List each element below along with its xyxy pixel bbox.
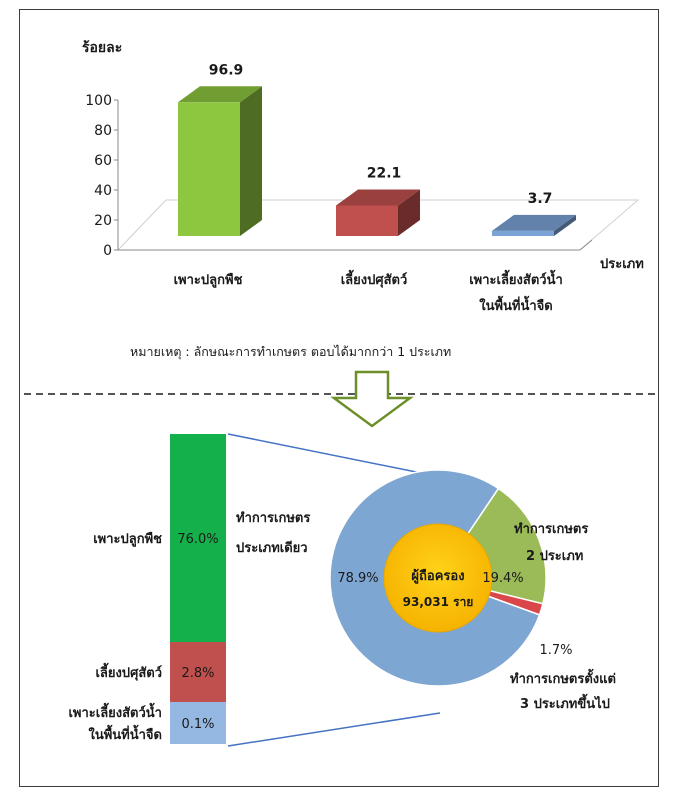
pie-center-label-line1: ผู้ถือครอง [411, 568, 464, 584]
pie-slice-label-single: 78.9% [337, 571, 378, 586]
pie-legend-two-types-line2: 2 ประเภท [526, 549, 583, 564]
category-label: เพาะเลี้ยงสัตว์น้ำ [469, 269, 563, 288]
y-axis-title: ร้อยละ [82, 40, 122, 56]
connector-top [227, 433, 437, 477]
pie-slice-label-two-types: 19.4% [482, 571, 523, 586]
stacked-category-label: เพาะเลี้ยงสัตว์น้ำ [68, 702, 162, 721]
y-tick-label: 100 [85, 93, 112, 109]
pie-legend-two-types-line1: ทำการเกษตร [514, 521, 588, 537]
bar-value-labels: 96.9 22.1 3.7 [209, 62, 553, 207]
stacked-value-label: 2.8% [181, 666, 214, 681]
pie-center-label-line2: 93,031 ราย [403, 595, 474, 609]
bar [178, 86, 262, 236]
x-axis-title: ประเภท [600, 257, 644, 272]
bar-value-label: 96.9 [209, 62, 244, 78]
y-tick-label: 80 [94, 123, 112, 139]
footnote: หมายเหตุ : ลักษณะการทำเกษตร ตอบได้มากกว่… [130, 344, 451, 360]
stacked-bar-labels: 76.0% เพาะปลูกพืช 2.8% เลี้ยงปศุสัตว์ 0.1% เพ… [68, 531, 218, 743]
category-label: เพาะปลูกพืช [174, 272, 243, 288]
stacked-category-label: เพาะปลูกพืช [93, 531, 162, 547]
category-label: เลี้ยงปศุสัตว์ [341, 269, 408, 288]
stacked-value-label: 0.1% [181, 717, 214, 732]
y-tick-label: 0 [103, 243, 112, 259]
stacked-bar-chart: 76.0% เพาะปลูกพืช 2.8% เลี้ยงปศุสัตว์ 0.1% เพ… [68, 434, 310, 744]
bar [492, 214, 576, 236]
y-tick-label: 60 [94, 153, 112, 169]
bar-value-label: 3.7 [528, 191, 553, 207]
pie-chart: ผู้ถือครอง 93,031 ราย 78.9% 19.4% 1.7% ท… [329, 469, 616, 712]
stacked-category-label: เลี้ยงปศุสัตว์ [95, 662, 162, 681]
connector-bottom [227, 712, 441, 747]
stack-title-line1: ทำการเกษตร [236, 510, 310, 526]
category-labels: เพาะปลูกพืช เลี้ยงปศุสัตว์ เพาะเลี้ยงสัตว์… [174, 269, 563, 314]
bar [336, 189, 420, 236]
category-label: ในพื้นที่น้ำจืด [479, 295, 553, 314]
bar-chart: ร้อยละ 0 20 40 60 80 100 96.9 22.1 3.7 เพาะปลูก… [82, 40, 644, 314]
pie-legend-three-types-line2: 3 ประเภทขึ้นไป [520, 693, 610, 712]
stacked-segment [170, 642, 226, 702]
stacked-segment [170, 702, 226, 744]
stack-title-line2: ประเภทเดียว [236, 540, 308, 556]
y-tick-label: 40 [94, 183, 112, 199]
pie-slice-label-three-types: 1.7% [539, 643, 572, 658]
bar-value-label: 22.1 [367, 166, 402, 182]
down-arrow-icon [330, 370, 414, 428]
axis-depth-line [579, 239, 593, 251]
y-tick-label: 20 [94, 213, 112, 229]
stacked-value-label: 76.0% [177, 532, 218, 547]
stacked-segment [170, 434, 226, 642]
pie-legend-three-types-line1: ทำการเกษตรตั้งแต่ [510, 668, 616, 687]
figure-frame [19, 9, 659, 787]
stacked-category-label: ในพื้นที่น้ำจืด [88, 724, 162, 743]
stacked-bar-segments [170, 434, 226, 744]
bar-series [178, 86, 576, 236]
pie-center-disk [383, 523, 493, 633]
y-axis-ticks: 0 20 40 60 80 100 [85, 93, 118, 259]
